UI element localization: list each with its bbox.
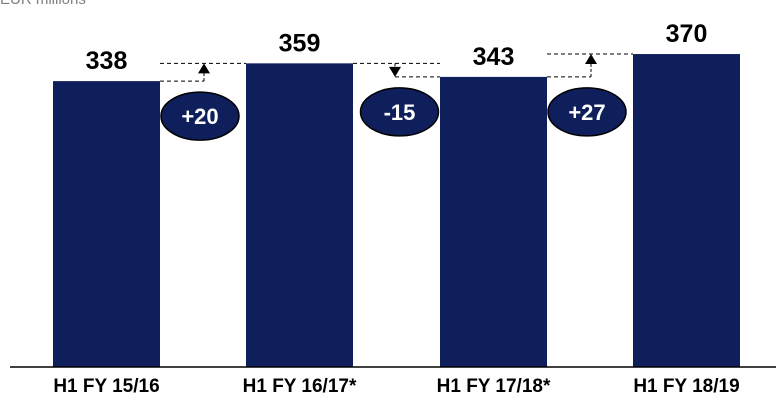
category-label-3: H1 FY 17/18* — [437, 376, 551, 397]
delta-label-1: +20 — [181, 104, 218, 129]
value-label-2: 359 — [279, 29, 321, 57]
bar-2 — [246, 63, 353, 368]
value-label-1: 338 — [86, 47, 128, 75]
bar-4 — [633, 54, 740, 367]
category-label-4: H1 FY 18/19 — [633, 376, 739, 397]
delta-badge-2 — [359, 87, 440, 137]
bar-3 — [440, 76, 547, 368]
bar-1 — [53, 81, 160, 367]
unit-label: EUR millions — [0, 0, 86, 8]
delta-badge-1 — [160, 91, 240, 141]
arrow-down-icon-2 — [389, 66, 401, 77]
delta-label-2: -15 — [384, 100, 416, 125]
value-label-4: 370 — [666, 20, 708, 48]
category-label-1: H1 FY 15/16 — [53, 376, 159, 397]
delta-label-3: +27 — [568, 100, 605, 125]
category-label-2: H1 FY 16/17* — [243, 376, 357, 397]
arrow-up-icon-1 — [198, 63, 210, 74]
delta-badge-3 — [547, 87, 627, 137]
value-label-3: 343 — [473, 43, 515, 71]
arrow-up-icon-3 — [585, 54, 597, 65]
